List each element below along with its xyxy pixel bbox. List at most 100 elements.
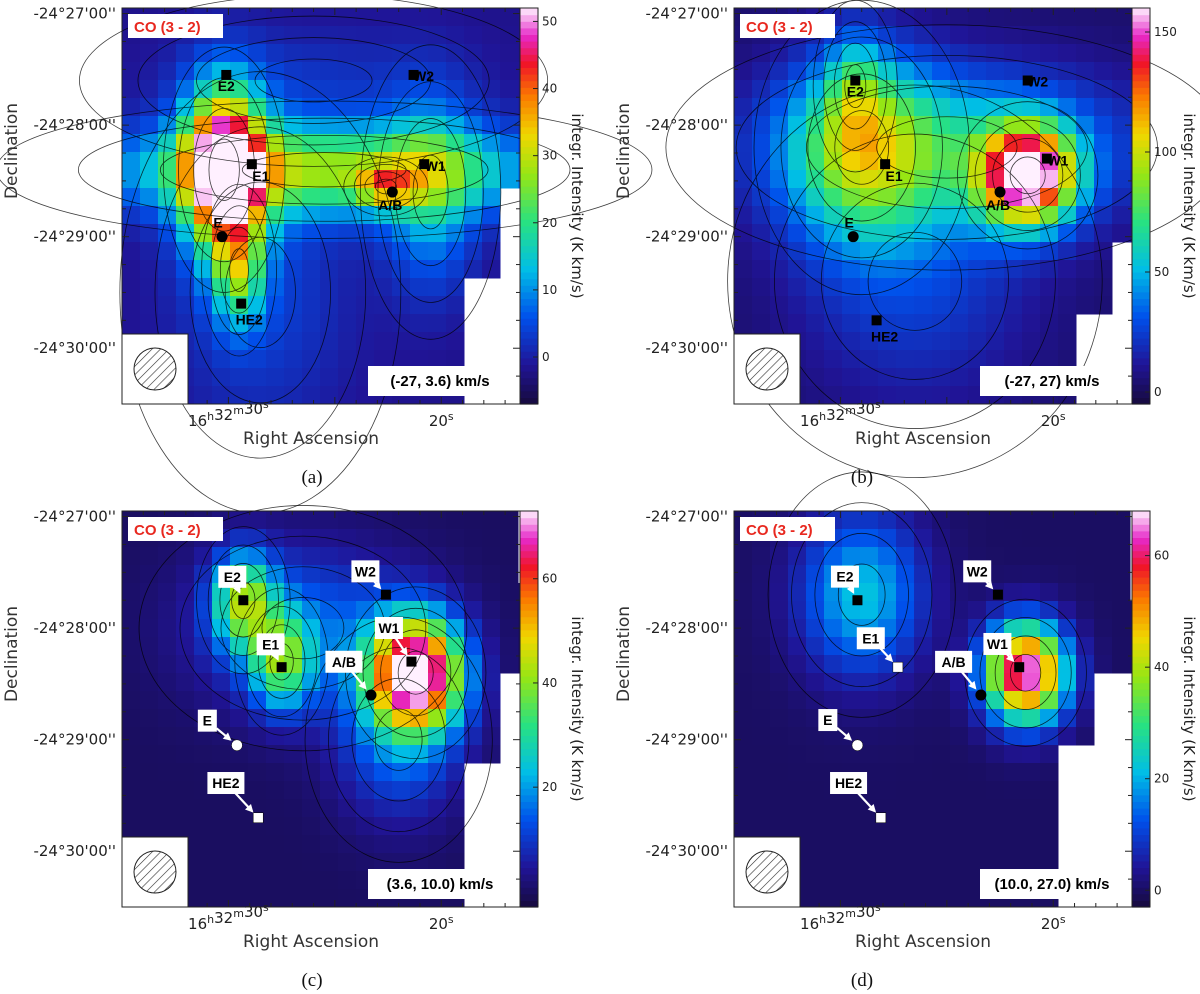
molecule-label-box (740, 517, 835, 541)
map-pixel (986, 529, 1005, 548)
map-pixel (194, 206, 213, 225)
colorbar-segment (520, 682, 538, 690)
contour (257, 624, 306, 699)
map-pixel (302, 745, 321, 764)
map-pixel (464, 62, 483, 81)
map-pixel (806, 817, 825, 836)
map-pixel (860, 655, 879, 674)
map-pixel (518, 80, 521, 99)
map-pixel (932, 278, 951, 297)
map-pixel (428, 763, 447, 782)
map-pixel (878, 62, 897, 81)
map-pixel (500, 565, 519, 584)
map-pixel (878, 691, 897, 710)
map-pixel (446, 709, 465, 728)
map-pixel (122, 763, 141, 782)
map-pixel (140, 188, 159, 207)
map-pixel (968, 152, 987, 171)
map-pixel (914, 386, 933, 405)
map-pixel (284, 511, 303, 530)
map-pixel (518, 26, 521, 45)
map-pixel (842, 44, 861, 63)
colorbar-segment (520, 305, 538, 313)
map-pixel (860, 296, 879, 315)
map-pixel (302, 691, 321, 710)
map-pixel (158, 278, 177, 297)
map-pixel (122, 152, 141, 171)
map-pixel (860, 853, 879, 872)
map-pixel (878, 206, 897, 225)
map-pixel (122, 601, 141, 620)
panel-caption: (c) (301, 970, 322, 991)
colorbar-tick-label: 150 (1154, 25, 1177, 39)
map-pixel (734, 278, 753, 297)
map-pixel (788, 565, 807, 584)
map-pixel (266, 547, 285, 566)
map-pixel (284, 673, 303, 692)
map-pixel (950, 691, 969, 710)
map-pixel (860, 98, 879, 117)
map-pixel (140, 134, 159, 153)
map-pixel (428, 278, 447, 297)
map-pixel (446, 314, 465, 333)
colorbar-segment (520, 318, 538, 326)
map-pixel (896, 745, 915, 764)
map-pixel (392, 745, 411, 764)
map-pixel (914, 152, 933, 171)
source-marker-e1 (880, 159, 891, 170)
map-pixel (878, 853, 897, 872)
map-pixel (230, 62, 249, 81)
map-pixel (374, 350, 393, 369)
colorbar-tick-label: 60 (1154, 549, 1169, 563)
map-pixel (356, 583, 375, 602)
map-pixel (806, 745, 825, 764)
map-pixel (410, 547, 429, 566)
map-pixel (1022, 332, 1041, 351)
source-label: A/B (332, 654, 356, 670)
map-pixel (518, 152, 521, 171)
velocity-label: (3.6, 10.0) km/s (387, 876, 494, 893)
colorbar-segment (520, 715, 538, 723)
map-pixel (1022, 206, 1041, 225)
map-pixel (896, 853, 915, 872)
map-pixel (1112, 80, 1131, 99)
map-pixel (1004, 745, 1023, 764)
contour (254, 58, 373, 103)
source-arrowhead (244, 803, 254, 813)
map-pixel (734, 691, 753, 710)
map-pixel (500, 8, 519, 27)
map-pixel (1040, 745, 1059, 764)
map-pixel (914, 583, 933, 602)
map-pixel (968, 529, 987, 548)
colorbar-segment (1132, 397, 1150, 405)
source-label-box (830, 565, 859, 588)
source-label: E2 (847, 84, 864, 100)
map-pixel (878, 745, 897, 764)
colorbar-segment (1132, 748, 1150, 756)
map-pixel (194, 601, 213, 620)
map-pixel (356, 511, 375, 530)
map-pixel (968, 80, 987, 99)
map-pixel (248, 350, 267, 369)
contour (154, 126, 367, 459)
map-pixel (986, 673, 1005, 692)
colorbar-segment (1132, 775, 1150, 783)
colorbar-segment (520, 643, 538, 651)
map-pixel (1040, 224, 1059, 243)
map-pixel (122, 727, 141, 746)
colorbar-segment (1132, 27, 1150, 35)
colorbar-segment (520, 847, 538, 855)
map-pixel (284, 709, 303, 728)
map-pixel (320, 116, 339, 135)
map-pixel (158, 44, 177, 63)
map-pixel (284, 601, 303, 620)
panel-caption: (d) (851, 970, 873, 991)
map-pixel (842, 853, 861, 872)
map-pixel (284, 314, 303, 333)
map-pixel (896, 278, 915, 297)
map-pixel (482, 170, 501, 189)
map-pixel (914, 727, 933, 746)
map-pixel (212, 314, 231, 333)
